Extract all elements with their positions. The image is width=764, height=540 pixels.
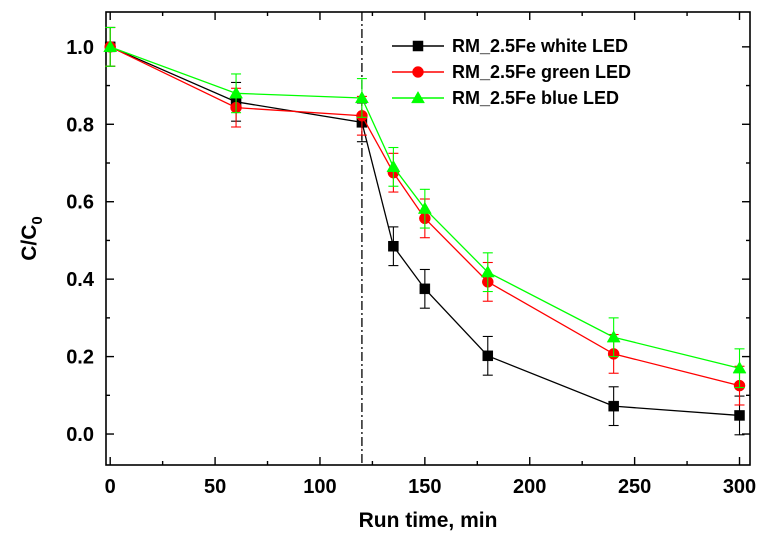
y-tick-label: 0.0 (66, 424, 94, 446)
x-axis-title: Run time, min (359, 509, 498, 532)
data-point (734, 410, 745, 421)
legend-swatch-marker (412, 40, 424, 52)
legend-entry: RM_2.5Fe green LED (392, 62, 631, 82)
legend-swatch-marker (411, 90, 425, 104)
series-blue (103, 26, 747, 389)
data-point (480, 265, 495, 278)
y-tick-label: 0.2 (66, 347, 94, 369)
legend-label: RM_2.5Fe green LED (452, 62, 631, 82)
data-point (388, 240, 399, 252)
data-point (732, 361, 747, 374)
y-axis-title: C/C0 (18, 216, 46, 261)
legend-swatch-marker (412, 66, 424, 78)
y-axis-title-main: C/C (18, 225, 41, 261)
axes: 0 50 100 150 200 250 300 0.0 0.2 0.4 0.6 0.8 1.0 (66, 11, 756, 498)
data-point (229, 86, 243, 99)
data-point (103, 39, 118, 52)
x-tick-label: 150 (408, 476, 441, 498)
plot-frame (105, 11, 751, 466)
data-point (419, 283, 431, 295)
series-line (109, 46, 740, 387)
legend: RM_2.5Fe white LED RM_2.5Fe green LED RM_2… (392, 36, 631, 108)
data-point (482, 350, 494, 362)
x-tick-label: 50 (204, 476, 226, 498)
data-point (386, 159, 401, 172)
x-tick-label: 0 (105, 476, 116, 498)
y-axis-title-subscript: 0 (29, 216, 46, 224)
series-line (109, 46, 740, 417)
x-tick-label: 100 (303, 476, 336, 498)
x-tick-label: 250 (618, 476, 651, 498)
y-tick-label: 0.6 (66, 192, 94, 214)
x-tick-label: 200 (513, 476, 546, 498)
y-tick-label: 0.8 (66, 114, 94, 136)
data-point (606, 330, 621, 343)
y-tick-label: 1.0 (66, 37, 94, 59)
legend-entry: RM_2.5Fe blue LED (392, 88, 619, 108)
series-line (109, 46, 740, 369)
y-tick-label: 0.4 (66, 269, 95, 291)
series-group (103, 26, 747, 436)
data-point (354, 90, 369, 104)
data-point (608, 400, 619, 412)
legend-label: RM_2.5Fe blue LED (452, 88, 619, 108)
legend-entry: RM_2.5Fe white LED (392, 36, 628, 56)
legend-label: RM_2.5Fe white LED (452, 36, 628, 56)
x-tick-label: 300 (723, 476, 756, 498)
data-point (417, 201, 432, 214)
